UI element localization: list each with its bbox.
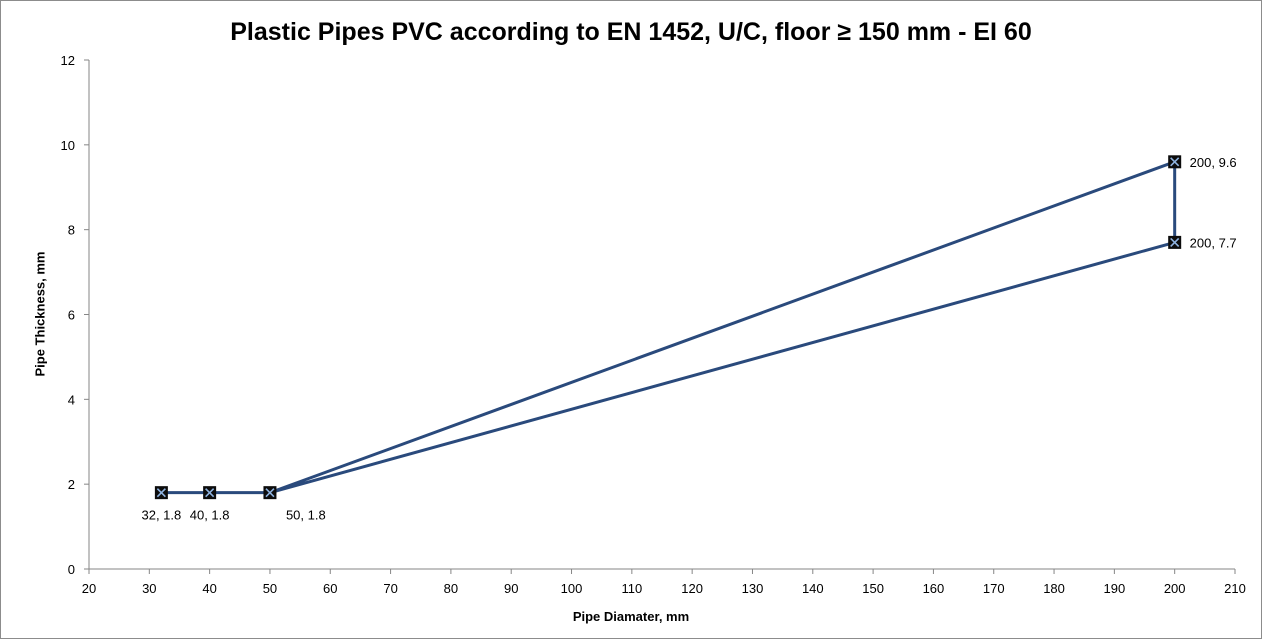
data-label: 50, 1.8	[286, 508, 326, 523]
data-label: 32, 1.8	[141, 508, 181, 523]
data-label: 200, 9.6	[1190, 155, 1237, 170]
y-tick-label: 10	[61, 138, 75, 153]
data-point-cross	[1170, 157, 1180, 167]
data-point-cross	[205, 488, 215, 498]
x-axis-label: Pipe Diamater, mm	[572, 609, 690, 624]
x-tick-label: 140	[802, 581, 824, 596]
x-tick-label: 50	[263, 581, 277, 596]
x-tick-label: 130	[742, 581, 764, 596]
x-tick-label: 90	[504, 581, 518, 596]
x-tick-label: 210	[1224, 581, 1246, 596]
data-point-cross	[156, 488, 166, 498]
x-tick-label: 40	[202, 581, 216, 596]
x-tick-label: 150	[862, 581, 884, 596]
x-tick-label: 180	[1043, 581, 1065, 596]
x-tick-label: 20	[82, 581, 96, 596]
x-tick-label: 60	[323, 581, 337, 596]
x-tick-label: 170	[983, 581, 1005, 596]
y-tick-label: 12	[61, 53, 75, 68]
y-tick-label: 4	[68, 392, 75, 407]
y-tick-label: 6	[68, 308, 75, 323]
data-point-cross	[265, 488, 275, 498]
x-tick-label: 120	[681, 581, 703, 596]
x-tick-label: 160	[923, 581, 945, 596]
x-tick-label: 110	[621, 581, 642, 596]
y-tick-label: 8	[68, 223, 75, 238]
x-tick-label: 70	[383, 581, 397, 596]
x-tick-label: 80	[444, 581, 458, 596]
x-tick-label: 200	[1164, 581, 1186, 596]
y-tick-label: 0	[68, 562, 75, 577]
x-tick-label: 100	[561, 581, 583, 596]
x-tick-label: 190	[1104, 581, 1126, 596]
series-line	[161, 160, 1177, 495]
x-tick-label: 30	[142, 581, 156, 596]
data-point-cross	[1170, 237, 1180, 247]
y-tick-label: 2	[68, 477, 75, 492]
data-label: 40, 1.8	[190, 508, 230, 523]
chart-title: Plastic Pipes PVC according to EN 1452, …	[230, 18, 1032, 46]
data-label: 200, 7.7	[1190, 235, 1237, 250]
